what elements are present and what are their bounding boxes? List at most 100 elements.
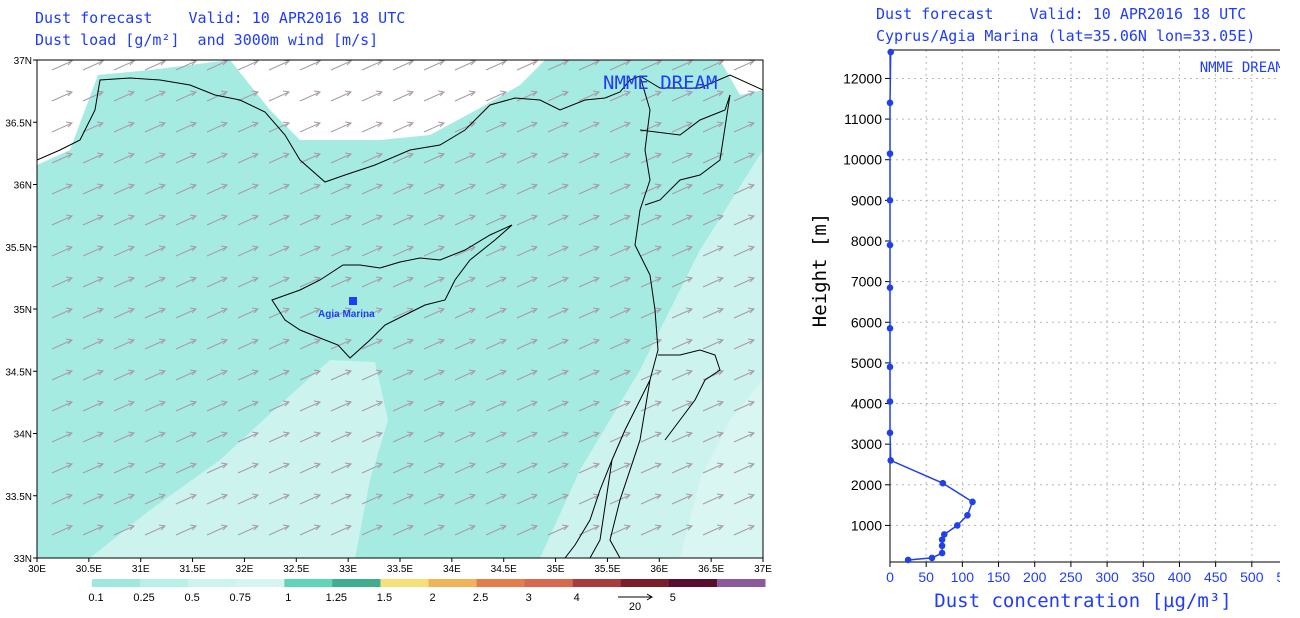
wind-arrow (268, 246, 290, 257)
wind-arrow-head (375, 121, 384, 128)
wind-arrow (454, 463, 476, 474)
wind-arrow (175, 91, 197, 102)
wind-arrow (578, 122, 600, 133)
wind-arrow-head (344, 462, 353, 469)
wind-arrow (702, 308, 724, 319)
wind-arrow-head (127, 214, 136, 221)
wind-arrow (609, 463, 631, 474)
wind-arrow (299, 432, 321, 443)
wind-arrow-head (592, 152, 601, 159)
wind-arrow (609, 432, 631, 443)
wind-arrow (392, 339, 414, 350)
low-dust-north-central (230, 60, 545, 140)
wind-arrow (516, 308, 538, 319)
x-tick-label: 200 (1023, 569, 1047, 585)
wind-arrow (702, 463, 724, 474)
wind-arrow (671, 122, 693, 133)
wind-arrow-head (716, 183, 725, 190)
wind-arrow (702, 91, 724, 102)
wind-arrow-head (561, 121, 570, 128)
wind-arrow-head (406, 493, 415, 500)
profile-point (938, 542, 946, 550)
wind-arrow (640, 215, 662, 226)
wind-arrow (144, 525, 166, 536)
wind-arrow-head (344, 338, 353, 345)
wind-arrow (330, 184, 352, 195)
coastlines (37, 74, 763, 558)
wind-arrow (361, 494, 383, 505)
x-tick-label: 500 (1240, 569, 1264, 585)
wind-arrow-head (437, 400, 446, 407)
wind-arrow-head (96, 369, 105, 376)
profile-point (886, 241, 894, 249)
wind-arrow-head (623, 152, 632, 159)
wind-arrow (423, 401, 445, 412)
wind-arrow (547, 246, 569, 257)
wind-arrow (454, 246, 476, 257)
wind-arrow (547, 494, 569, 505)
wind-arrow-head (685, 90, 694, 97)
wind-arrow-head (437, 524, 446, 531)
wind-arrow (702, 246, 724, 257)
wind-arrow (485, 308, 507, 319)
wind-arrow (144, 308, 166, 319)
wind-arrow (423, 525, 445, 536)
wind-arrow-head (716, 338, 725, 345)
wind-arrow-head (313, 183, 322, 190)
lon-tick-label: 35.5E (594, 564, 620, 575)
wind-arrow (640, 432, 662, 443)
wind-arrow (578, 246, 600, 257)
wind-arrow-head (313, 462, 322, 469)
wind-arrow (330, 215, 352, 226)
wind-arrow-head (313, 431, 322, 438)
wind-arrow (547, 153, 569, 164)
wind-arrow-head (220, 214, 229, 221)
wind-arrow-head (375, 431, 384, 438)
wind-arrow (268, 432, 290, 443)
wind-arrow-head (127, 431, 136, 438)
wind-arrow-head (158, 90, 167, 97)
wind-arrow (144, 463, 166, 474)
wind-arrow (330, 308, 352, 319)
wind-arrow (113, 246, 135, 257)
wind-arrow (113, 370, 135, 381)
wind-arrow-head (623, 183, 632, 190)
wind-arrow-head (592, 369, 601, 376)
wind-arrow (82, 525, 104, 536)
wind-arrow (671, 308, 693, 319)
wind-arrow (671, 60, 693, 71)
wind-arrow-head (592, 307, 601, 314)
wind-arrow (237, 246, 259, 257)
y-tick-label: 2000 (851, 477, 882, 493)
wind-arrow (268, 91, 290, 102)
wind-arrow (113, 308, 135, 319)
x-axis-label: Dust concentration [µg/m³] (934, 590, 1231, 612)
wind-arrow-head (65, 462, 74, 469)
wind-arrow-head (747, 369, 756, 376)
wind-arrow (175, 339, 197, 350)
wind-arrow (454, 401, 476, 412)
dust-field-0.5-southeast (680, 380, 763, 558)
wind-arrow (702, 494, 724, 505)
wind-arrow (237, 432, 259, 443)
wind-arrow (51, 215, 73, 226)
wind-arrow-head (127, 183, 136, 190)
wind-arrow-head (592, 338, 601, 345)
wind-arrow (113, 339, 135, 350)
wind-arrow (82, 401, 104, 412)
wind-arrow (454, 215, 476, 226)
wind-arrow (485, 91, 507, 102)
lon-tick-label: 34E (443, 564, 461, 575)
lon-tick-label: 31E (132, 564, 150, 575)
lat-tick-label: 35.5N (5, 243, 32, 254)
wind-reference-arrow-head (646, 593, 653, 601)
wind-arrow (299, 153, 321, 164)
wind-arrow (671, 463, 693, 474)
wind-arrow-head (592, 524, 601, 531)
wind-arrow-head (251, 338, 260, 345)
wind-arrow-head (499, 493, 508, 500)
wind-arrow (175, 277, 197, 288)
longitude-axis: 30E 30.5E 31E 31.5E 32E 32.5E 33E 33.5E 34E 34.5E… (28, 558, 772, 575)
wind-arrow-head (747, 524, 756, 531)
wind-arrow (423, 494, 445, 505)
